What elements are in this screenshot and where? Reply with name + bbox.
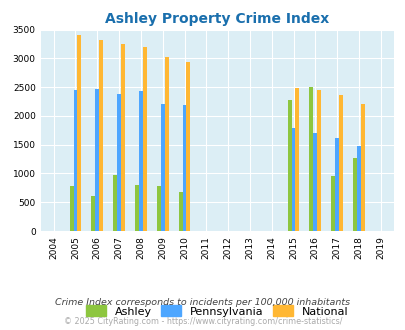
Legend: Ashley, Pennsylvania, National: Ashley, Pennsylvania, National (82, 301, 352, 321)
Bar (73, 90, 77, 231)
Bar (160, 104, 164, 231)
Bar (356, 147, 360, 231)
Bar (135, 185, 139, 231)
Bar (95, 89, 99, 231)
Bar (178, 192, 182, 231)
Title: Ashley Property Crime Index: Ashley Property Crime Index (105, 12, 328, 26)
Text: © 2025 CityRating.com - https://www.cityrating.com/crime-statistics/: © 2025 CityRating.com - https://www.city… (64, 317, 341, 326)
Bar (77, 35, 81, 231)
Bar (182, 105, 186, 231)
Bar (91, 196, 95, 231)
Bar (121, 44, 125, 231)
Bar (330, 176, 335, 231)
Bar (317, 89, 320, 231)
Bar (287, 100, 291, 231)
Text: Crime Index corresponds to incidents per 100,000 inhabitants: Crime Index corresponds to incidents per… (55, 298, 350, 307)
Bar (291, 128, 295, 231)
Bar (69, 186, 73, 231)
Bar (143, 47, 147, 231)
Bar (113, 175, 117, 231)
Bar (156, 186, 160, 231)
Bar (139, 91, 143, 231)
Bar (338, 95, 342, 231)
Bar (360, 105, 364, 231)
Bar (99, 40, 103, 231)
Bar (186, 62, 190, 231)
Bar (295, 88, 298, 231)
Bar (117, 94, 121, 231)
Bar (313, 133, 317, 231)
Bar (352, 158, 356, 231)
Bar (164, 57, 168, 231)
Bar (335, 138, 338, 231)
Bar (309, 87, 313, 231)
